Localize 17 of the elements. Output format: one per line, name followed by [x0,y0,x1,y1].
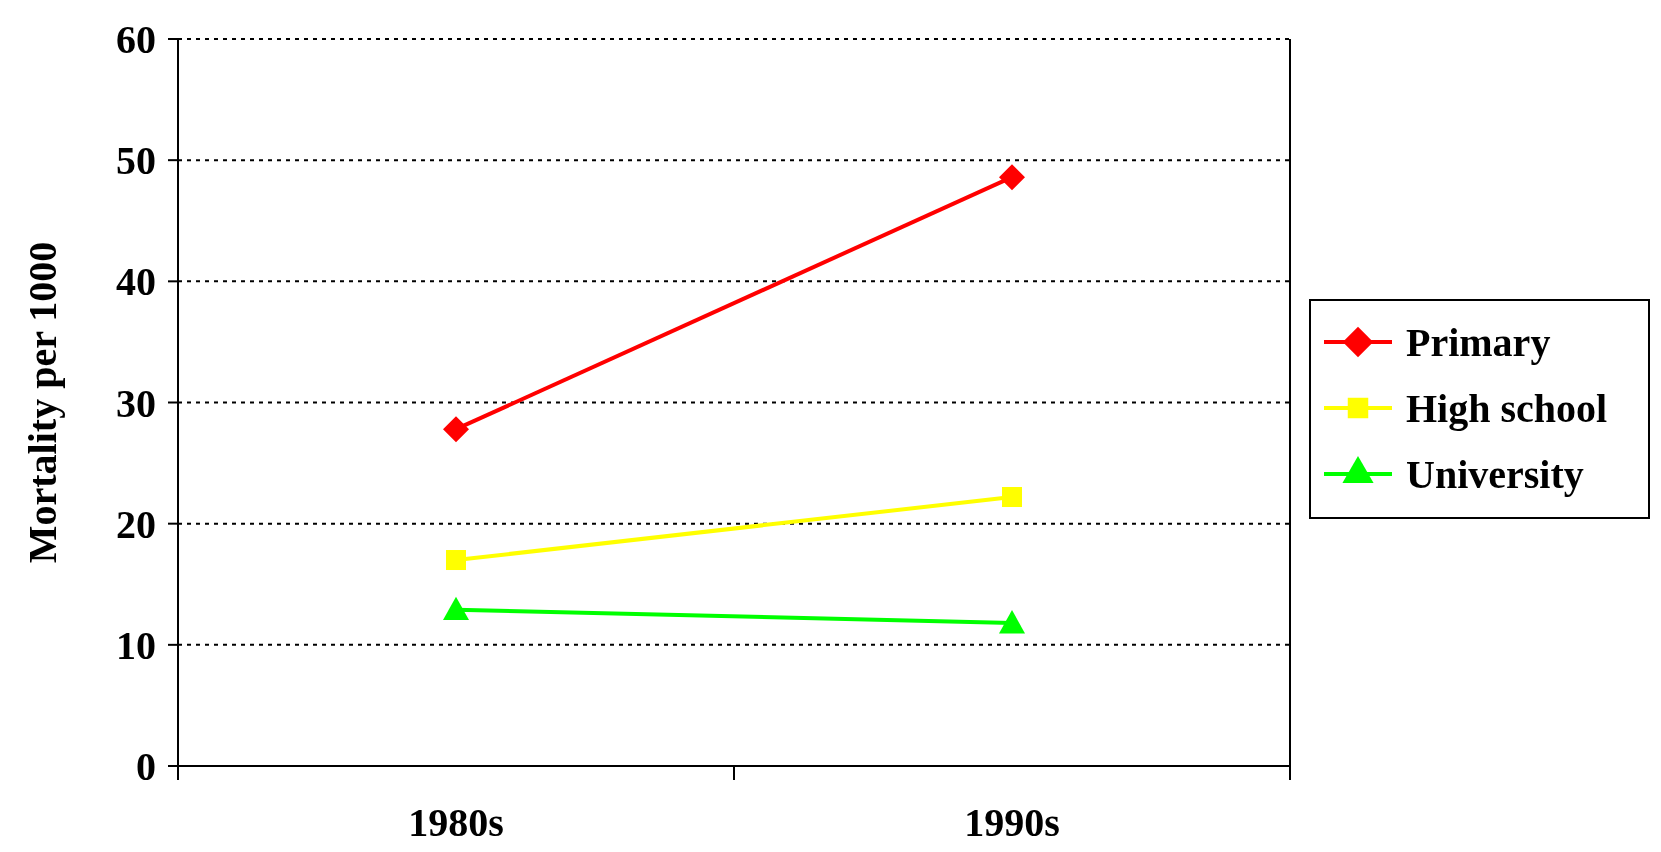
y-tick-label: 0 [136,744,156,789]
legend-label: University [1406,452,1584,497]
x-tick-label: 1980s [408,800,504,845]
y-tick-label: 10 [116,622,156,668]
y-tick-label: 50 [116,138,156,184]
point [999,164,1025,191]
y-tick-label: 20 [116,501,156,547]
point [1002,487,1022,508]
legend-label: High school [1406,386,1608,431]
point [443,416,469,443]
y-tick-label: 60 [116,17,156,62]
point [446,550,466,571]
y-axis-title: Mortality per 1000 [20,241,65,564]
legend-label: Primary [1406,320,1551,365]
x-tick-label: 1990s [964,800,1060,845]
y-tick-label: 30 [116,380,156,426]
y-tick-label: 40 [116,259,156,305]
